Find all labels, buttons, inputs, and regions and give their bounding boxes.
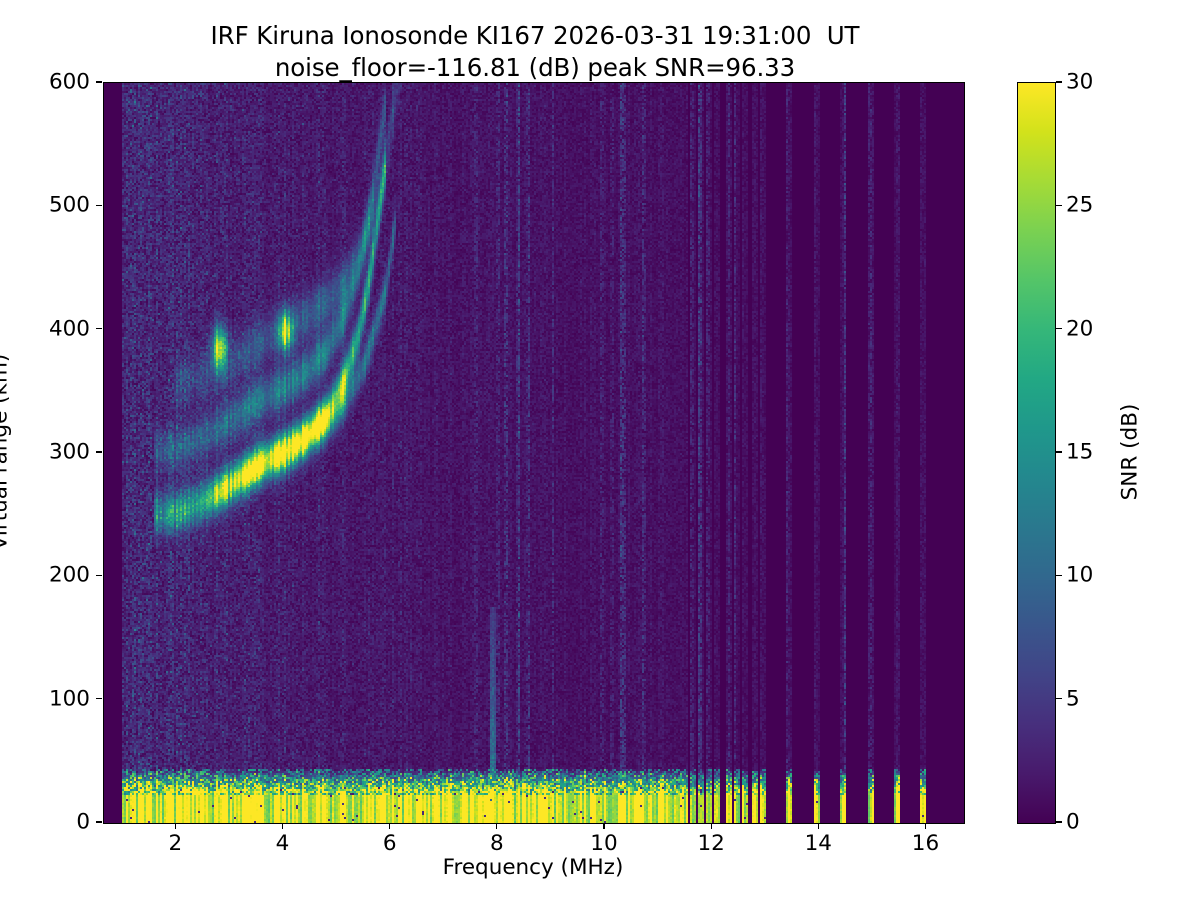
colorbar-tick-mark [1056,204,1062,206]
colorbar-tick-label: 30 [1066,69,1094,95]
x-tick-mark [281,823,284,829]
colorbar-tick-label: 25 [1066,192,1094,218]
x-tick-label: 6 [382,831,397,856]
y-tick-mark [96,574,102,576]
colorbar-tick-label: 15 [1066,439,1094,465]
y-tick-label: 0 [76,809,90,835]
y-tick-mark [96,204,102,206]
y-axis-label: Virtual range (km) [0,353,13,551]
x-tick-label: 4 [275,831,290,856]
colorbar-gradient [1018,83,1055,823]
x-tick-mark [603,823,605,829]
y-tick-mark [96,451,102,453]
colorbar-tick-mark [1056,328,1062,330]
y-tick-label: 100 [48,686,90,712]
x-tick-label: 16 [911,831,940,856]
y-tick-label: 300 [48,439,90,465]
colorbar-tick-mark [1056,821,1062,823]
colorbar-tick-mark [1056,574,1062,576]
colorbar-tick-label: 5 [1066,686,1080,712]
title-line-2: noise_floor=-116.81 (dB) peak SNR=96.33 [274,53,796,83]
figure-title: IRF Kiruna Ionosonde KI167 2026-03-31 19… [0,20,1070,85]
y-tick-label: 500 [48,192,90,218]
colorbar-tick-mark [1056,451,1062,453]
colorbar-tick-label: 10 [1066,562,1094,588]
x-tick-mark [817,823,819,829]
x-tick-mark [710,823,712,829]
x-axis-label: Frequency (MHz) [442,855,624,880]
y-tick-mark [96,698,102,700]
x-tick-mark [496,823,498,829]
title-line-1: IRF Kiruna Ionosonde KI167 2026-03-31 19… [210,21,860,50]
colorbar [1017,82,1056,824]
y-tick-label: 400 [48,316,90,342]
x-tick-mark [174,823,176,829]
x-tick-label: 12 [697,831,725,856]
y-tick-mark [96,821,102,823]
colorbar-tick-mark [1056,698,1062,700]
colorbar-label: SNR (dB) [1117,403,1143,501]
x-tick-label: 8 [489,831,504,856]
colorbar-tick-label: 0 [1066,809,1080,835]
ionogram-heatmap [104,83,964,823]
colorbar-tick-mark [1056,81,1062,83]
ionogram-plot-area [103,82,965,824]
y-tick-label: 200 [48,562,90,588]
x-tick-label: 14 [804,831,832,856]
colorbar-tick-label: 20 [1066,316,1094,342]
x-tick-mark [924,823,927,829]
y-tick-mark [96,81,102,83]
x-tick-mark [389,823,391,829]
x-tick-label: 2 [168,831,183,856]
y-tick-label: 600 [48,69,90,95]
y-tick-mark [96,328,102,330]
x-tick-label: 10 [590,831,618,856]
